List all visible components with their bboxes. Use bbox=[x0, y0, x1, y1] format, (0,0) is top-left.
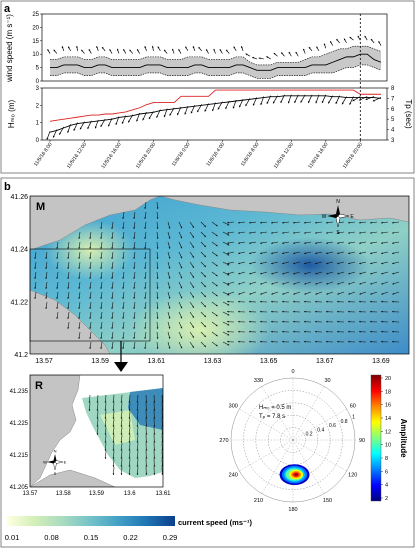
polar-angle-label: 150 bbox=[323, 498, 332, 504]
wave-y-right-label: Tp (sec) bbox=[404, 99, 413, 129]
current-speed-tick-label: 0.22 bbox=[123, 533, 138, 542]
wind-y-tick-label: 25 bbox=[32, 12, 39, 18]
map-main-x-tick-label: 13.61 bbox=[148, 358, 166, 365]
map-r-x-tick-label: 13.59 bbox=[89, 491, 105, 497]
polar-angle-label: 0 bbox=[291, 369, 294, 375]
polar-angle-label: 180 bbox=[288, 507, 297, 513]
map-main: M 41.26 41.24 41.22 41.2 13.57 13.59 13.61 13.… bbox=[10, 194, 409, 370]
map-main-x-tick-label: 13.63 bbox=[204, 358, 222, 365]
wind-y-tick-label: 20 bbox=[32, 25, 39, 31]
map-r-x-tick-label: 13.58 bbox=[56, 491, 72, 497]
amplitude-tick-label: 2 bbox=[385, 496, 388, 502]
map-r-x-tick-label: 13.57 bbox=[22, 491, 38, 497]
polar-angle-label: 270 bbox=[219, 438, 228, 444]
polar-angle-label: 210 bbox=[254, 498, 263, 504]
map-r-inset-label: R bbox=[35, 380, 43, 392]
polar-radial-label: 0.4 bbox=[317, 427, 324, 433]
map-r-x-tick-label: 13.61 bbox=[155, 491, 171, 497]
map-main-x-tick-label: 13.69 bbox=[372, 358, 390, 365]
wind-y-tick-label: 10 bbox=[32, 52, 39, 58]
map-r-y-tick-label: 41.235 bbox=[10, 389, 29, 395]
polar-annotation-hm0: Hₘ₀ = 0.5 m bbox=[259, 405, 291, 411]
svg-text:E: E bbox=[64, 460, 67, 465]
panel-b: b bbox=[1, 178, 414, 547]
high-speed-zone bbox=[250, 237, 370, 293]
map-main-x-tick-label: 13.65 bbox=[260, 358, 278, 365]
current-speed-tick-label: 0.01 bbox=[5, 533, 20, 542]
map-main-y-tick-label: 41.2 bbox=[14, 352, 28, 359]
svg-text:W: W bbox=[322, 214, 327, 220]
svg-text:N: N bbox=[336, 199, 340, 205]
spectrum-contour bbox=[294, 473, 297, 475]
current-speed-colorbar-label: current speed (ms⁻¹) bbox=[178, 518, 252, 527]
amplitude-tick-label: 14 bbox=[385, 416, 391, 422]
amplitude-colorbar-label: Amplitude bbox=[399, 418, 408, 458]
current-speed-tick-label: 0.29 bbox=[163, 533, 178, 542]
amplitude-tick-label: 18 bbox=[385, 389, 391, 395]
svg-text:S: S bbox=[54, 471, 57, 476]
svg-text:N: N bbox=[54, 449, 57, 454]
map-main-x-tick-label: 13.57 bbox=[35, 358, 53, 365]
map-r-y-tick-label: 41.225 bbox=[10, 421, 29, 427]
map-main-y-tick-label: 41.22 bbox=[10, 299, 28, 306]
polar-annotation-tp: Tₚ = 7.8 s bbox=[259, 414, 285, 420]
amplitude-colorbar-bar bbox=[371, 375, 381, 501]
polar-angle-label: 330 bbox=[254, 378, 263, 384]
wave-y-axis-label: Hₘ₀ (m) bbox=[7, 100, 16, 129]
polar-radial-label: 0.8 bbox=[341, 419, 348, 425]
polar-angle-label: 300 bbox=[229, 404, 238, 410]
svg-text:W: W bbox=[43, 460, 47, 465]
polar-angle-label: 30 bbox=[324, 378, 330, 384]
amplitude-tick-label: 8 bbox=[385, 456, 388, 462]
panel-a-label: a bbox=[4, 3, 11, 15]
map-r-y-tick-label: 41.215 bbox=[10, 453, 29, 459]
current-speed-colorbar-bar bbox=[7, 516, 175, 526]
amplitude-tick-label: 12 bbox=[385, 429, 391, 435]
wind-y-tick-label: 15 bbox=[32, 39, 39, 45]
polar-radial-label: 0.2 bbox=[306, 432, 313, 438]
polar-radial-label: 1 bbox=[352, 415, 355, 421]
amplitude-tick-label: 6 bbox=[385, 469, 388, 475]
amplitude-tick-label: 10 bbox=[385, 443, 391, 449]
spectrum-peak bbox=[280, 464, 310, 485]
wind-y-axis-label: wind speed (m s⁻¹) bbox=[5, 14, 14, 83]
map-main-y-tick-label: 41.24 bbox=[10, 247, 28, 254]
polar-angle-label: 120 bbox=[348, 473, 357, 479]
current-speed-tick-label: 0.08 bbox=[44, 533, 59, 542]
map-main-x-tick-label: 13.59 bbox=[91, 358, 109, 365]
map-main-x-tick-label: 13.67 bbox=[316, 358, 334, 365]
current-speed-tick-label: 0.15 bbox=[84, 533, 99, 542]
amplitude-tick-label: 16 bbox=[385, 403, 391, 409]
amplitude-tick-label: 4 bbox=[385, 483, 388, 489]
amplitude-tick-label: 20 bbox=[385, 376, 391, 382]
panel-b-label: b bbox=[4, 181, 11, 193]
wave-plot-frame bbox=[42, 88, 387, 140]
map-main-y-tick-label: 41.26 bbox=[10, 194, 28, 201]
map-r-x-tick-label: 13.6 bbox=[124, 491, 136, 497]
map-main-inset-label: M bbox=[36, 201, 45, 213]
polar-radial-label: 0.6 bbox=[329, 423, 336, 429]
polar-angle-label: 240 bbox=[229, 473, 238, 479]
polar-angle-label: 60 bbox=[350, 404, 356, 410]
polar-angle-label: 90 bbox=[359, 438, 365, 444]
